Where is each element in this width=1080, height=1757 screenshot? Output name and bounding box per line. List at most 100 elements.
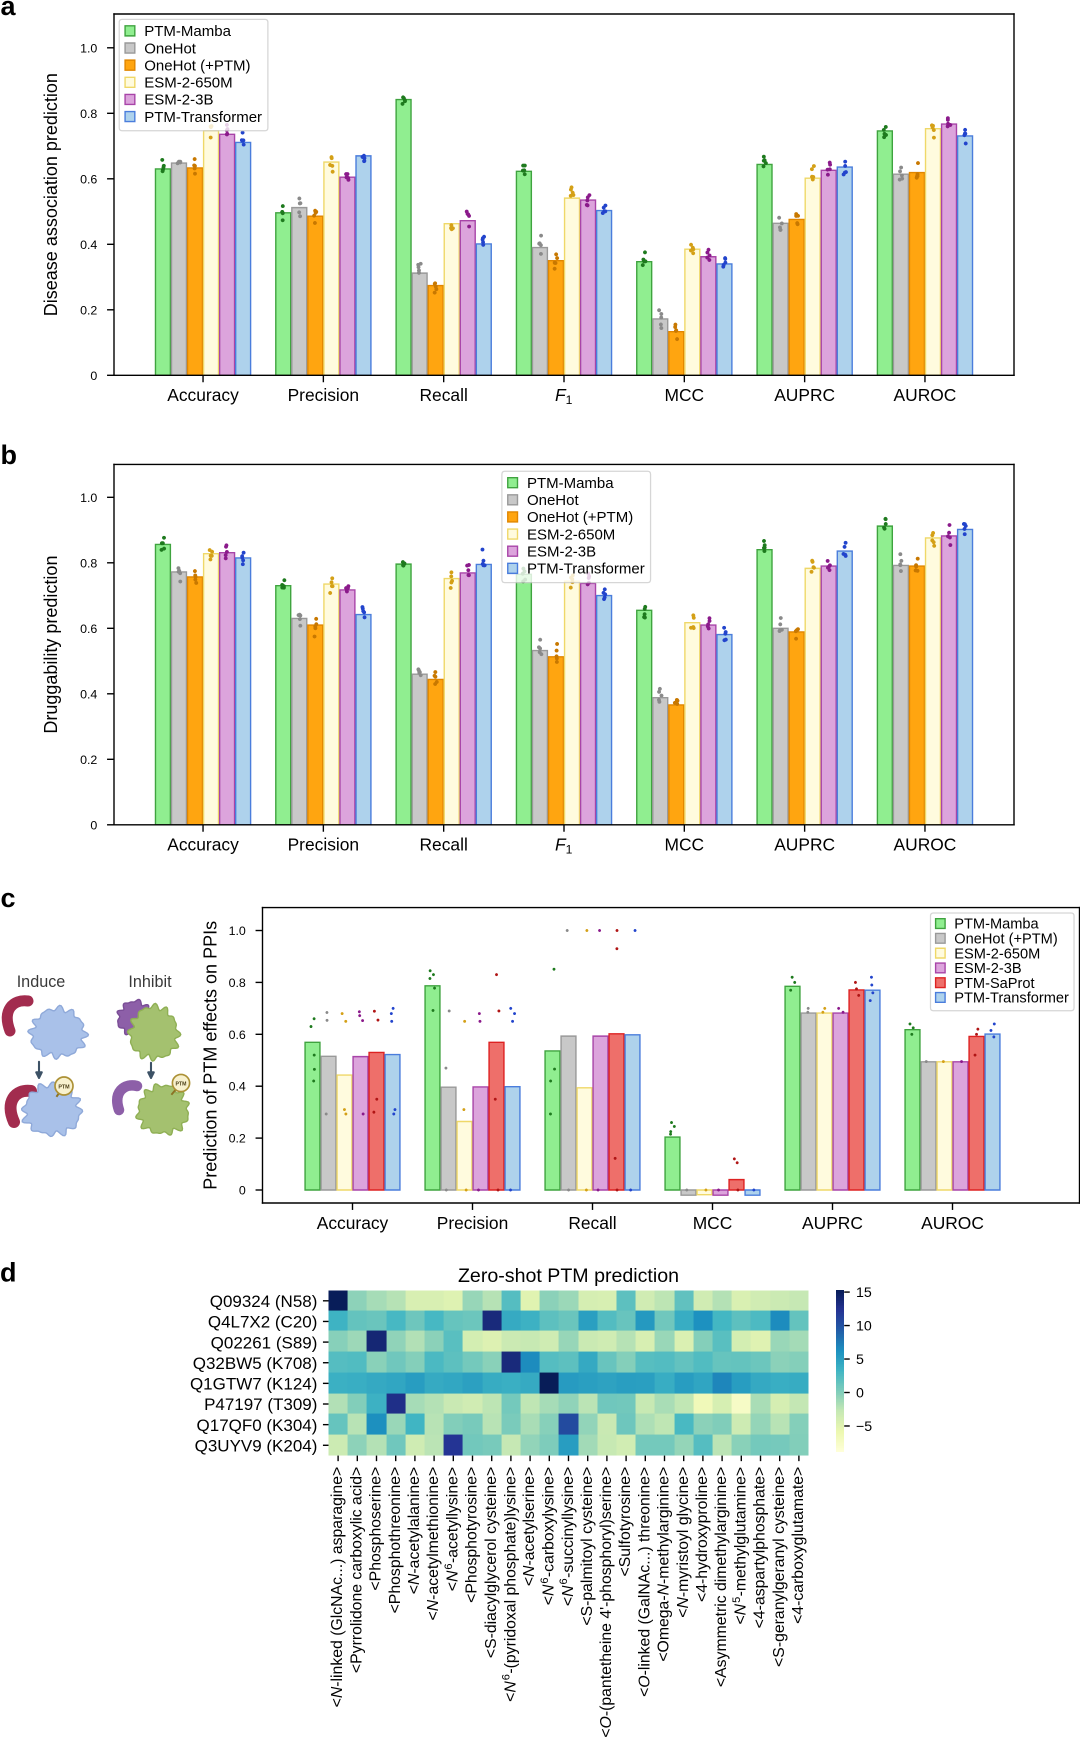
svg-text:<Phosphoserine>: <Phosphoserine> bbox=[368, 1467, 385, 1591]
svg-text:< O m: < O m e g a - - m e t h y l a r g i n i bbox=[649, 1461, 674, 1662]
svg-text:OneHot (+PTM): OneHot (+PTM) bbox=[144, 57, 250, 74]
svg-text:< - m: < - m y r i s t o y l g l y c i n e > bbox=[668, 1461, 693, 1618]
svg-text:Accuracy: Accuracy bbox=[167, 385, 239, 405]
svg-text:Recall: Recall bbox=[420, 835, 468, 855]
svg-text:<Asymmetric dimethylarginine>: <Asymmetric dimethylarginine> bbox=[713, 1467, 730, 1687]
svg-text:PTM-Transformer: PTM-Transformer bbox=[144, 109, 262, 126]
svg-text:Accuracy: Accuracy bbox=[167, 835, 239, 855]
svg-text:< - a: < - a c e t y l l y s i n e > N 6 bbox=[438, 1461, 463, 1592]
svg-text:Precision: Precision bbox=[437, 1213, 509, 1233]
svg-text:< - l: < - l i n k e d ( G a l N A c . . . ) bbox=[629, 1461, 654, 1697]
svg-text:0.2: 0.2 bbox=[80, 753, 97, 767]
svg-text:Recall: Recall bbox=[420, 385, 468, 405]
svg-text:PTM-Mamba: PTM-Mamba bbox=[954, 917, 1039, 933]
svg-text:10: 10 bbox=[856, 1319, 872, 1335]
svg-text:c: c bbox=[1, 883, 16, 913]
svg-text:PTM-Mamba: PTM-Mamba bbox=[527, 475, 614, 492]
svg-text:< - c: < - c a r b o x y l y s i n e > N 6 bbox=[534, 1461, 559, 1606]
svg-text:AUROC: AUROC bbox=[921, 1213, 984, 1233]
svg-text:0.4: 0.4 bbox=[80, 687, 97, 701]
svg-text:b: b bbox=[1, 440, 17, 470]
svg-text:<Phosphotyrosine>: <Phosphotyrosine> bbox=[464, 1467, 481, 1603]
svg-text:Disease association prediction: Disease association prediction bbox=[41, 73, 61, 316]
svg-text:MCC: MCC bbox=[693, 1213, 733, 1233]
svg-text:Q4L7X2 (C20): Q4L7X2 (C20) bbox=[208, 1313, 318, 1332]
svg-text:PTM-Mamba: PTM-Mamba bbox=[144, 23, 231, 40]
svg-text:OneHot: OneHot bbox=[527, 492, 580, 509]
svg-text:Accuracy: Accuracy bbox=[317, 1213, 389, 1233]
svg-text:d: d bbox=[0, 1258, 16, 1288]
svg-text:Q32BW5 (K708): Q32BW5 (K708) bbox=[193, 1354, 318, 1373]
svg-text:F 1: F 1 bbox=[555, 831, 573, 857]
svg-text:Prediction of PTM effects on P: Prediction of PTM effects on PPIs bbox=[201, 921, 221, 1190]
svg-text:Q1GTW7 (K124): Q1GTW7 (K124) bbox=[190, 1375, 317, 1394]
svg-text:ESM-2-650M: ESM-2-650M bbox=[954, 946, 1040, 962]
svg-text:Zero-shot PTM prediction: Zero-shot PTM prediction bbox=[458, 1265, 679, 1287]
svg-text:0.4: 0.4 bbox=[229, 1080, 246, 1094]
svg-text:0.6: 0.6 bbox=[229, 1028, 246, 1042]
svg-text:ESM-2-3B: ESM-2-3B bbox=[954, 961, 1021, 977]
svg-text:0.2: 0.2 bbox=[229, 1132, 246, 1146]
svg-text:0: 0 bbox=[856, 1386, 864, 1402]
svg-text:PTM-SaProt: PTM-SaProt bbox=[954, 976, 1034, 992]
svg-text:15: 15 bbox=[856, 1285, 872, 1301]
svg-text:<Pyrrolidone carboxylic acid>: <Pyrrolidone carboxylic acid> bbox=[348, 1467, 365, 1673]
svg-text:Druggability prediction: Druggability prediction bbox=[41, 556, 61, 734]
svg-text:<4-hydroxyproline>: <4-hydroxyproline> bbox=[694, 1467, 711, 1602]
svg-text:AUROC: AUROC bbox=[894, 385, 957, 405]
svg-text:Precision: Precision bbox=[288, 835, 360, 855]
svg-text:1.0: 1.0 bbox=[229, 924, 246, 938]
svg-text:PTM: PTM bbox=[58, 1084, 70, 1090]
svg-text:Inhibit: Inhibit bbox=[128, 973, 172, 991]
svg-text:Q02261 (S89): Q02261 (S89) bbox=[211, 1333, 318, 1352]
svg-text:<Phosphothreonine>: <Phosphothreonine> bbox=[387, 1467, 404, 1614]
svg-text:Recall: Recall bbox=[568, 1213, 616, 1233]
svg-text:OneHot (+PTM): OneHot (+PTM) bbox=[954, 931, 1057, 947]
svg-text:AUROC: AUROC bbox=[894, 835, 957, 855]
svg-text:<S-diacylglycerol cysteine>: <S-diacylglycerol cysteine> bbox=[483, 1467, 500, 1658]
svg-text:PTM-Transformer: PTM-Transformer bbox=[954, 991, 1069, 1007]
svg-text:<4-carboxyglutamate>: <4-carboxyglutamate> bbox=[790, 1467, 807, 1624]
svg-text:MCC: MCC bbox=[665, 385, 705, 405]
svg-text:Q17QF0 (K304): Q17QF0 (K304) bbox=[197, 1416, 318, 1435]
svg-text:0: 0 bbox=[239, 1183, 246, 1197]
svg-text:<S-geranylgeranyl cysteine>: <S-geranylgeranyl cysteine> bbox=[771, 1467, 788, 1667]
svg-text:0.8: 0.8 bbox=[229, 976, 246, 990]
svg-text:< - (: < - ( p y r i d o x a l p h o s p h a bbox=[495, 1461, 520, 1702]
svg-text:0.2: 0.2 bbox=[80, 303, 97, 317]
svg-text:< - s: < - s u c c i n y l l y s i n e > N 6 bbox=[553, 1461, 578, 1606]
svg-text:< - a: < - a c e t y l m e t h i o n i n e > N bbox=[418, 1461, 443, 1621]
svg-text:Q09324 (N58): Q09324 (N58) bbox=[210, 1292, 318, 1311]
svg-text:ESM-2-650M: ESM-2-650M bbox=[527, 526, 615, 543]
svg-text:< - m: < - m e t h y l g l u t a m i n e > N 5 bbox=[726, 1461, 751, 1625]
svg-text:<Sulfotyrosine>: <Sulfotyrosine> bbox=[617, 1467, 634, 1577]
svg-text:ESM-2-3B: ESM-2-3B bbox=[144, 92, 213, 109]
svg-text:OneHot (+PTM): OneHot (+PTM) bbox=[527, 509, 633, 526]
svg-text:1.0: 1.0 bbox=[80, 491, 97, 505]
svg-text:AUPRC: AUPRC bbox=[774, 835, 835, 855]
svg-text:1.0: 1.0 bbox=[80, 41, 97, 55]
svg-text:< - l: < - l i n k e d ( G l c N A c . . . ) bbox=[322, 1461, 347, 1708]
svg-text:−5: −5 bbox=[856, 1419, 872, 1435]
svg-text:<S-palmitoyl cysteine>: <S-palmitoyl cysteine> bbox=[579, 1467, 596, 1626]
svg-text:PTM-Transformer: PTM-Transformer bbox=[527, 561, 645, 578]
svg-text:OneHot: OneHot bbox=[144, 40, 197, 57]
svg-text:MCC: MCC bbox=[665, 835, 705, 855]
svg-text:F 1: F 1 bbox=[555, 381, 573, 407]
svg-text:0.8: 0.8 bbox=[80, 556, 97, 570]
svg-text:ESM-2-3B: ESM-2-3B bbox=[527, 543, 596, 560]
svg-text:<4-aspartylphosphate>: <4-aspartylphosphate> bbox=[752, 1467, 769, 1629]
svg-text:PTM: PTM bbox=[176, 1081, 187, 1087]
svg-text:0.6: 0.6 bbox=[80, 172, 97, 186]
svg-text:0: 0 bbox=[90, 818, 97, 832]
svg-text:0.6: 0.6 bbox=[80, 622, 97, 636]
svg-text:5: 5 bbox=[856, 1352, 864, 1368]
svg-text:P47197 (T309): P47197 (T309) bbox=[204, 1395, 317, 1414]
svg-text:ESM-2-650M: ESM-2-650M bbox=[144, 75, 232, 92]
svg-text:Q3UYV9 (K204): Q3UYV9 (K204) bbox=[195, 1436, 318, 1455]
svg-text:AUPRC: AUPRC bbox=[802, 1213, 863, 1233]
svg-text:0: 0 bbox=[90, 369, 97, 383]
svg-text:0.4: 0.4 bbox=[80, 238, 97, 252]
svg-text:0.8: 0.8 bbox=[80, 107, 97, 121]
svg-text:a: a bbox=[1, 0, 17, 21]
